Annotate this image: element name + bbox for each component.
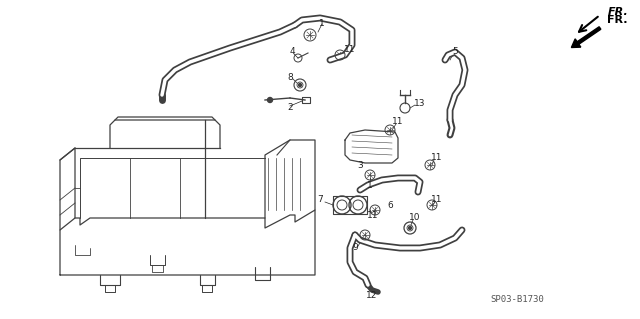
Text: FR.: FR.	[608, 7, 628, 17]
Text: 1: 1	[319, 19, 325, 28]
Text: 3: 3	[357, 160, 363, 169]
Text: 2: 2	[287, 103, 293, 113]
Circle shape	[268, 98, 273, 102]
Circle shape	[408, 226, 412, 229]
Text: 8: 8	[287, 72, 293, 81]
Text: SP03-B1730: SP03-B1730	[490, 295, 544, 305]
Text: 11: 11	[344, 46, 356, 55]
Text: 11: 11	[431, 153, 443, 162]
Text: 12: 12	[366, 291, 378, 300]
Text: 11: 11	[431, 196, 443, 204]
Circle shape	[298, 84, 301, 86]
Text: 13: 13	[414, 99, 426, 108]
Text: 7: 7	[317, 196, 323, 204]
Text: 5: 5	[452, 48, 458, 56]
Text: 10: 10	[409, 213, 420, 222]
Text: 11: 11	[392, 117, 404, 127]
Text: 1: 1	[367, 181, 373, 189]
Text: FR.: FR.	[607, 15, 627, 25]
Text: 11: 11	[367, 211, 379, 219]
FancyArrow shape	[572, 27, 601, 48]
Text: 6: 6	[387, 201, 393, 210]
Text: 9: 9	[352, 243, 358, 253]
Text: 4: 4	[289, 48, 295, 56]
